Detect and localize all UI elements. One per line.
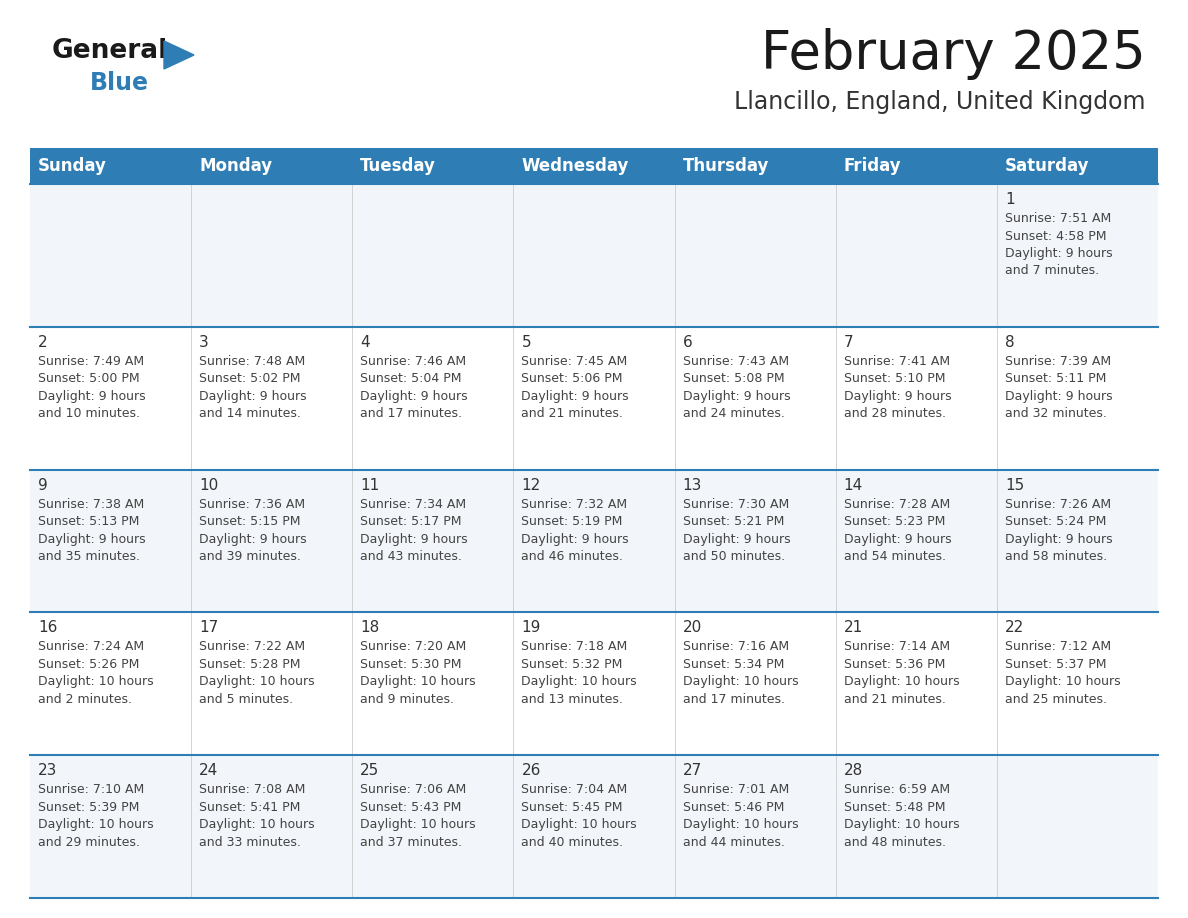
Text: Sunrise: 7:08 AM
Sunset: 5:41 PM
Daylight: 10 hours
and 33 minutes.: Sunrise: 7:08 AM Sunset: 5:41 PM Dayligh… bbox=[200, 783, 315, 849]
Text: 5: 5 bbox=[522, 335, 531, 350]
Bar bbox=[30, 148, 1158, 184]
Text: February 2025: February 2025 bbox=[762, 28, 1146, 80]
Text: Sunrise: 7:48 AM
Sunset: 5:02 PM
Daylight: 9 hours
and 14 minutes.: Sunrise: 7:48 AM Sunset: 5:02 PM Dayligh… bbox=[200, 354, 307, 420]
Text: 20: 20 bbox=[683, 621, 702, 635]
Text: Sunrise: 6:59 AM
Sunset: 5:48 PM
Daylight: 10 hours
and 48 minutes.: Sunrise: 6:59 AM Sunset: 5:48 PM Dayligh… bbox=[843, 783, 960, 849]
Text: 16: 16 bbox=[38, 621, 57, 635]
Text: Sunrise: 7:45 AM
Sunset: 5:06 PM
Daylight: 9 hours
and 21 minutes.: Sunrise: 7:45 AM Sunset: 5:06 PM Dayligh… bbox=[522, 354, 630, 420]
Text: 8: 8 bbox=[1005, 335, 1015, 350]
Text: 27: 27 bbox=[683, 763, 702, 778]
Text: Sunrise: 7:38 AM
Sunset: 5:13 PM
Daylight: 9 hours
and 35 minutes.: Sunrise: 7:38 AM Sunset: 5:13 PM Dayligh… bbox=[38, 498, 146, 563]
Text: Sunrise: 7:24 AM
Sunset: 5:26 PM
Daylight: 10 hours
and 2 minutes.: Sunrise: 7:24 AM Sunset: 5:26 PM Dayligh… bbox=[38, 641, 153, 706]
Text: 21: 21 bbox=[843, 621, 862, 635]
Polygon shape bbox=[164, 41, 194, 69]
Text: 2: 2 bbox=[38, 335, 48, 350]
Text: Sunrise: 7:06 AM
Sunset: 5:43 PM
Daylight: 10 hours
and 37 minutes.: Sunrise: 7:06 AM Sunset: 5:43 PM Dayligh… bbox=[360, 783, 476, 849]
Text: 22: 22 bbox=[1005, 621, 1024, 635]
Text: Sunrise: 7:32 AM
Sunset: 5:19 PM
Daylight: 9 hours
and 46 minutes.: Sunrise: 7:32 AM Sunset: 5:19 PM Dayligh… bbox=[522, 498, 630, 563]
Text: Sunrise: 7:41 AM
Sunset: 5:10 PM
Daylight: 9 hours
and 28 minutes.: Sunrise: 7:41 AM Sunset: 5:10 PM Dayligh… bbox=[843, 354, 952, 420]
Text: Sunrise: 7:14 AM
Sunset: 5:36 PM
Daylight: 10 hours
and 21 minutes.: Sunrise: 7:14 AM Sunset: 5:36 PM Dayligh… bbox=[843, 641, 960, 706]
Text: 13: 13 bbox=[683, 477, 702, 493]
Text: 9: 9 bbox=[38, 477, 48, 493]
Text: Sunrise: 7:36 AM
Sunset: 5:15 PM
Daylight: 9 hours
and 39 minutes.: Sunrise: 7:36 AM Sunset: 5:15 PM Dayligh… bbox=[200, 498, 307, 563]
Text: Tuesday: Tuesday bbox=[360, 157, 436, 175]
Text: Sunrise: 7:20 AM
Sunset: 5:30 PM
Daylight: 10 hours
and 9 minutes.: Sunrise: 7:20 AM Sunset: 5:30 PM Dayligh… bbox=[360, 641, 476, 706]
Text: 3: 3 bbox=[200, 335, 209, 350]
Text: Blue: Blue bbox=[90, 71, 148, 95]
Bar bbox=[30, 184, 1158, 327]
Text: Sunrise: 7:34 AM
Sunset: 5:17 PM
Daylight: 9 hours
and 43 minutes.: Sunrise: 7:34 AM Sunset: 5:17 PM Dayligh… bbox=[360, 498, 468, 563]
Text: Llancillo, England, United Kingdom: Llancillo, England, United Kingdom bbox=[734, 90, 1146, 114]
Text: Sunrise: 7:39 AM
Sunset: 5:11 PM
Daylight: 9 hours
and 32 minutes.: Sunrise: 7:39 AM Sunset: 5:11 PM Dayligh… bbox=[1005, 354, 1112, 420]
Text: 25: 25 bbox=[360, 763, 379, 778]
Text: 14: 14 bbox=[843, 477, 862, 493]
Text: Sunrise: 7:43 AM
Sunset: 5:08 PM
Daylight: 9 hours
and 24 minutes.: Sunrise: 7:43 AM Sunset: 5:08 PM Dayligh… bbox=[683, 354, 790, 420]
Text: 6: 6 bbox=[683, 335, 693, 350]
Text: Saturday: Saturday bbox=[1005, 157, 1089, 175]
Text: Sunrise: 7:46 AM
Sunset: 5:04 PM
Daylight: 9 hours
and 17 minutes.: Sunrise: 7:46 AM Sunset: 5:04 PM Dayligh… bbox=[360, 354, 468, 420]
Text: Wednesday: Wednesday bbox=[522, 157, 628, 175]
Bar bbox=[30, 612, 1158, 756]
Text: Sunrise: 7:10 AM
Sunset: 5:39 PM
Daylight: 10 hours
and 29 minutes.: Sunrise: 7:10 AM Sunset: 5:39 PM Dayligh… bbox=[38, 783, 153, 849]
Text: 4: 4 bbox=[360, 335, 369, 350]
Text: 12: 12 bbox=[522, 477, 541, 493]
Text: Sunrise: 7:26 AM
Sunset: 5:24 PM
Daylight: 9 hours
and 58 minutes.: Sunrise: 7:26 AM Sunset: 5:24 PM Dayligh… bbox=[1005, 498, 1112, 563]
Text: 26: 26 bbox=[522, 763, 541, 778]
Text: 28: 28 bbox=[843, 763, 862, 778]
Text: 15: 15 bbox=[1005, 477, 1024, 493]
Text: 17: 17 bbox=[200, 621, 219, 635]
Text: Sunrise: 7:18 AM
Sunset: 5:32 PM
Daylight: 10 hours
and 13 minutes.: Sunrise: 7:18 AM Sunset: 5:32 PM Dayligh… bbox=[522, 641, 637, 706]
Text: Sunrise: 7:28 AM
Sunset: 5:23 PM
Daylight: 9 hours
and 54 minutes.: Sunrise: 7:28 AM Sunset: 5:23 PM Dayligh… bbox=[843, 498, 952, 563]
Text: 19: 19 bbox=[522, 621, 541, 635]
Text: 7: 7 bbox=[843, 335, 853, 350]
Text: 1: 1 bbox=[1005, 192, 1015, 207]
Text: General: General bbox=[52, 38, 169, 64]
Text: Sunday: Sunday bbox=[38, 157, 107, 175]
Text: Friday: Friday bbox=[843, 157, 902, 175]
Text: Sunrise: 7:01 AM
Sunset: 5:46 PM
Daylight: 10 hours
and 44 minutes.: Sunrise: 7:01 AM Sunset: 5:46 PM Dayligh… bbox=[683, 783, 798, 849]
Text: 10: 10 bbox=[200, 477, 219, 493]
Text: Sunrise: 7:16 AM
Sunset: 5:34 PM
Daylight: 10 hours
and 17 minutes.: Sunrise: 7:16 AM Sunset: 5:34 PM Dayligh… bbox=[683, 641, 798, 706]
Text: Sunrise: 7:51 AM
Sunset: 4:58 PM
Daylight: 9 hours
and 7 minutes.: Sunrise: 7:51 AM Sunset: 4:58 PM Dayligh… bbox=[1005, 212, 1112, 277]
Text: Sunrise: 7:22 AM
Sunset: 5:28 PM
Daylight: 10 hours
and 5 minutes.: Sunrise: 7:22 AM Sunset: 5:28 PM Dayligh… bbox=[200, 641, 315, 706]
Text: Monday: Monday bbox=[200, 157, 272, 175]
Text: 24: 24 bbox=[200, 763, 219, 778]
Bar bbox=[30, 756, 1158, 898]
Bar bbox=[30, 327, 1158, 470]
Text: Thursday: Thursday bbox=[683, 157, 769, 175]
Text: 18: 18 bbox=[360, 621, 379, 635]
Text: Sunrise: 7:49 AM
Sunset: 5:00 PM
Daylight: 9 hours
and 10 minutes.: Sunrise: 7:49 AM Sunset: 5:00 PM Dayligh… bbox=[38, 354, 146, 420]
Bar bbox=[30, 470, 1158, 612]
Text: Sunrise: 7:04 AM
Sunset: 5:45 PM
Daylight: 10 hours
and 40 minutes.: Sunrise: 7:04 AM Sunset: 5:45 PM Dayligh… bbox=[522, 783, 637, 849]
Text: Sunrise: 7:12 AM
Sunset: 5:37 PM
Daylight: 10 hours
and 25 minutes.: Sunrise: 7:12 AM Sunset: 5:37 PM Dayligh… bbox=[1005, 641, 1120, 706]
Text: Sunrise: 7:30 AM
Sunset: 5:21 PM
Daylight: 9 hours
and 50 minutes.: Sunrise: 7:30 AM Sunset: 5:21 PM Dayligh… bbox=[683, 498, 790, 563]
Text: 11: 11 bbox=[360, 477, 379, 493]
Text: 23: 23 bbox=[38, 763, 57, 778]
